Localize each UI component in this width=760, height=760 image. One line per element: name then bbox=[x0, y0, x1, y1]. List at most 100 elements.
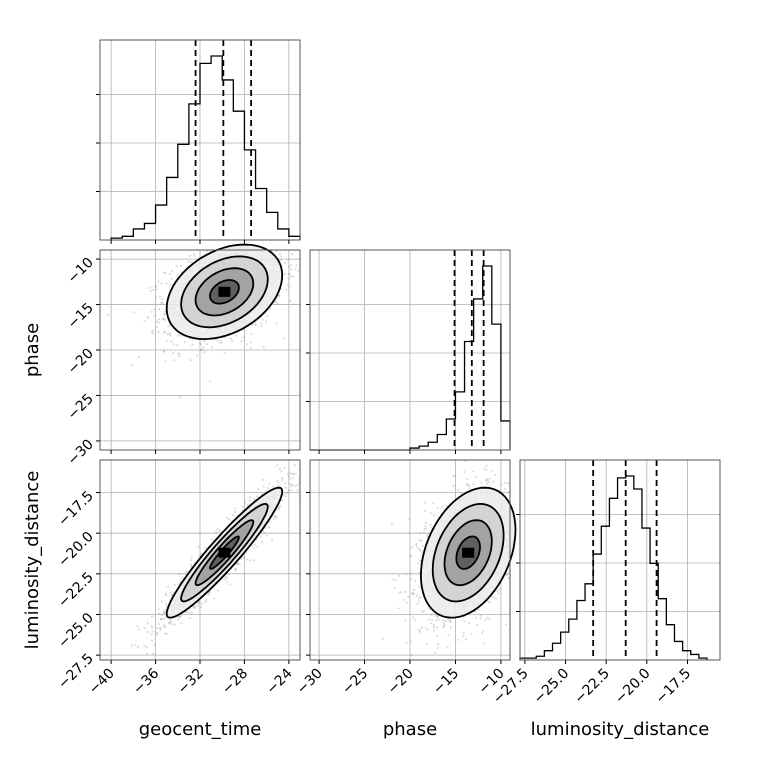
sample-point bbox=[442, 619, 445, 622]
sample-point bbox=[159, 295, 162, 298]
sample-point bbox=[443, 623, 446, 627]
sample-point bbox=[462, 631, 465, 635]
sample-point bbox=[428, 608, 431, 611]
sample-point bbox=[156, 320, 159, 323]
sample-point bbox=[449, 620, 452, 623]
sample-point bbox=[288, 489, 291, 492]
sample-point bbox=[260, 325, 263, 328]
sample-point bbox=[430, 526, 433, 529]
sample-point bbox=[165, 602, 168, 606]
sample-point bbox=[477, 608, 480, 611]
sample-point bbox=[442, 621, 445, 625]
sample-point bbox=[487, 600, 490, 603]
sample-point bbox=[183, 341, 186, 344]
sample-point bbox=[157, 331, 160, 334]
sample-point bbox=[290, 489, 293, 492]
sample-point bbox=[170, 269, 173, 272]
sample-point bbox=[229, 583, 232, 586]
sample-point bbox=[283, 482, 286, 485]
sample-point bbox=[291, 477, 295, 480]
sample-point bbox=[161, 298, 164, 301]
sample-point bbox=[291, 483, 294, 486]
sample-point bbox=[166, 332, 169, 335]
sample-point bbox=[204, 601, 207, 604]
sample-point bbox=[198, 341, 202, 344]
sample-point bbox=[158, 627, 161, 630]
sample-point bbox=[164, 608, 167, 611]
sample-point bbox=[463, 620, 466, 623]
sample-point bbox=[157, 608, 160, 611]
sample-point bbox=[485, 464, 488, 467]
sample-point bbox=[260, 322, 263, 325]
sample-point bbox=[198, 554, 201, 557]
sample-point bbox=[250, 341, 253, 344]
sample-point bbox=[265, 534, 268, 537]
sample-point bbox=[414, 618, 417, 621]
sample-point bbox=[276, 464, 279, 467]
sample-point bbox=[146, 630, 149, 634]
sample-point bbox=[419, 549, 422, 552]
sample-point bbox=[294, 484, 297, 487]
sample-point bbox=[152, 652, 155, 655]
sample-point bbox=[285, 288, 288, 291]
sample-point bbox=[498, 588, 501, 591]
sample-point bbox=[283, 272, 286, 275]
sample-point bbox=[216, 527, 219, 531]
sample-point bbox=[296, 488, 299, 491]
sample-point bbox=[217, 340, 220, 343]
sample-point bbox=[430, 622, 433, 625]
sample-point bbox=[402, 598, 405, 601]
sample-point bbox=[417, 600, 420, 603]
sample-point bbox=[149, 290, 152, 293]
sample-point bbox=[441, 626, 445, 629]
sample-point bbox=[145, 646, 148, 649]
sample-point bbox=[413, 588, 416, 592]
sample-point bbox=[196, 604, 199, 607]
sample-point bbox=[179, 615, 182, 618]
sample-point bbox=[280, 470, 283, 473]
sample-point bbox=[240, 340, 243, 343]
sample-point bbox=[143, 320, 146, 323]
sample-point bbox=[275, 322, 278, 325]
panel-hist-luminosity_distance bbox=[516, 459, 721, 661]
sample-point bbox=[488, 477, 491, 480]
sample-point bbox=[223, 351, 226, 354]
sample-point bbox=[466, 482, 469, 485]
sample-point bbox=[287, 265, 290, 269]
sample-point bbox=[190, 564, 193, 568]
sample-point bbox=[177, 334, 180, 337]
sample-point bbox=[503, 488, 507, 491]
sample-point bbox=[429, 511, 432, 514]
sample-point bbox=[163, 313, 166, 316]
sample-point bbox=[287, 273, 290, 276]
sample-point bbox=[397, 607, 400, 610]
sample-point bbox=[381, 637, 384, 640]
sample-point bbox=[504, 481, 507, 484]
sample-point bbox=[422, 610, 425, 613]
sample-point bbox=[212, 597, 215, 600]
sample-point bbox=[171, 623, 174, 626]
sample-point bbox=[292, 275, 295, 278]
sample-point bbox=[424, 521, 427, 524]
sample-point bbox=[152, 630, 155, 633]
sample-point bbox=[292, 472, 295, 475]
sample-point bbox=[265, 489, 268, 492]
sample-point bbox=[178, 396, 181, 399]
panel-frame bbox=[519, 459, 721, 661]
sample-point bbox=[169, 591, 172, 594]
sample-point bbox=[200, 348, 203, 352]
sample-point bbox=[274, 300, 277, 303]
sample-point bbox=[268, 526, 271, 529]
sample-point bbox=[156, 631, 159, 635]
sample-point bbox=[486, 478, 489, 481]
sample-point bbox=[150, 624, 153, 627]
sample-point bbox=[146, 622, 149, 625]
sample-point bbox=[493, 596, 496, 599]
sample-point bbox=[234, 510, 237, 513]
sample-point bbox=[280, 255, 283, 258]
sample-point bbox=[224, 336, 227, 339]
sample-point bbox=[398, 591, 401, 594]
sample-point bbox=[199, 343, 203, 346]
sample-point bbox=[449, 620, 452, 623]
sample-point bbox=[153, 643, 156, 646]
